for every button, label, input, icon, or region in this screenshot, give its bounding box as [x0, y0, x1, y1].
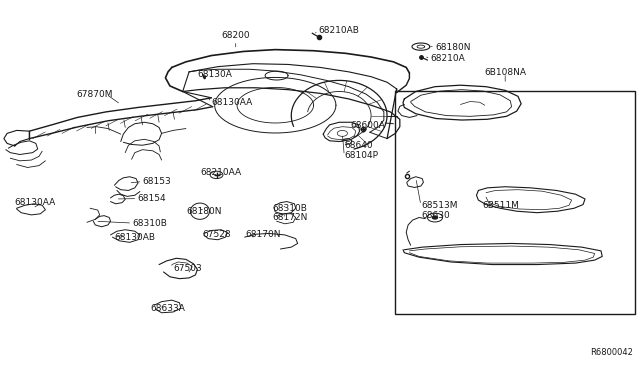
Text: 68180N: 68180N [186, 207, 221, 216]
Text: 67870M: 67870M [76, 90, 113, 99]
Text: 68633A: 68633A [151, 304, 186, 313]
Text: 68210AA: 68210AA [200, 168, 241, 177]
Text: 68130AA: 68130AA [211, 98, 253, 107]
Text: R6800042: R6800042 [590, 348, 633, 357]
Bar [396, 92, 635, 314]
Text: 68210AB: 68210AB [318, 26, 359, 35]
Text: 68104P: 68104P [344, 151, 378, 160]
Text: 68200: 68200 [221, 31, 250, 39]
Text: 68153: 68153 [143, 177, 172, 186]
Text: 68310B: 68310B [272, 204, 307, 213]
Text: 68172N: 68172N [272, 213, 307, 222]
Text: 68640: 68640 [344, 141, 373, 150]
Text: 68180N: 68180N [435, 42, 470, 51]
Text: 67503: 67503 [173, 264, 202, 273]
Text: 68210A: 68210A [431, 54, 465, 63]
Text: 68130AB: 68130AB [115, 232, 156, 242]
Circle shape [433, 216, 438, 219]
Text: 6B511M: 6B511M [483, 201, 520, 210]
Text: 68130AA: 68130AA [15, 198, 56, 207]
Text: 68513M: 68513M [421, 201, 458, 210]
Text: 6B108NA: 6B108NA [484, 68, 526, 77]
Text: 68600A: 68600A [351, 121, 385, 130]
Text: 67528: 67528 [202, 230, 231, 240]
Text: 68630: 68630 [421, 211, 450, 220]
Text: 68170N: 68170N [245, 230, 281, 240]
Text: 68130A: 68130A [197, 70, 232, 79]
Text: 68310B: 68310B [132, 219, 167, 228]
Text: 68154: 68154 [138, 194, 166, 203]
